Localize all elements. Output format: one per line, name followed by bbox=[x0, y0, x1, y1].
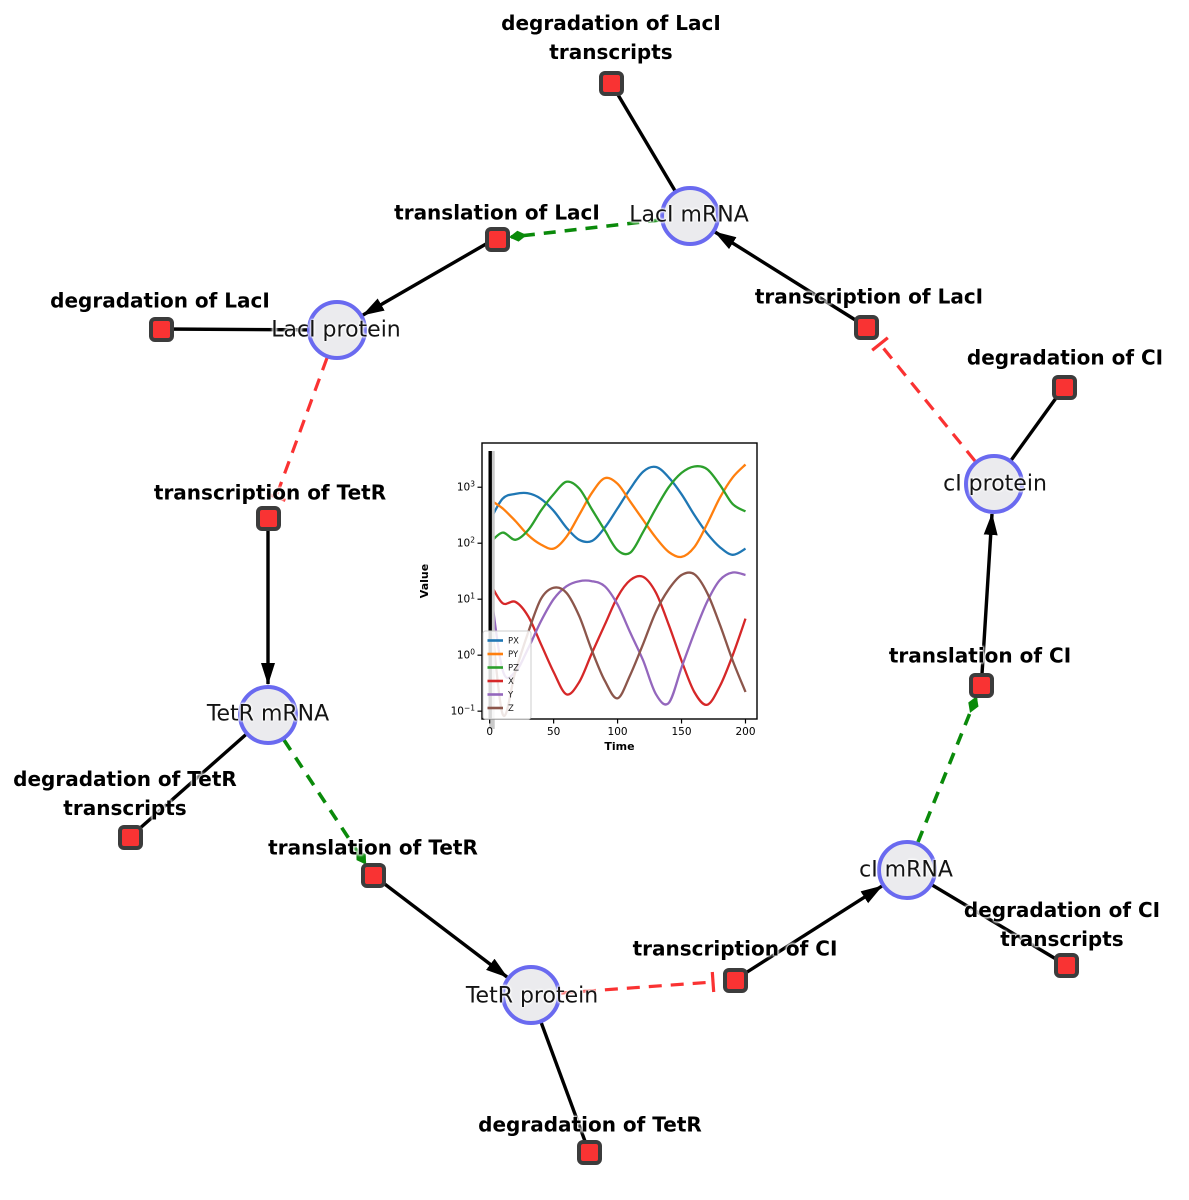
species-node-ci-protein[interactable] bbox=[964, 454, 1024, 514]
species-node-laci-protein[interactable] bbox=[307, 300, 367, 360]
edge-ci-mrna--translation-of-ci bbox=[916, 696, 979, 843]
legend-label-Y: Y bbox=[507, 691, 514, 701]
legend-box bbox=[482, 630, 532, 720]
edge-transcription-of-ci--ci-mrna bbox=[743, 884, 883, 976]
reaction-node-degradation-of-tetr[interactable] bbox=[576, 1139, 602, 1165]
reaction-node-translation-of-laci[interactable] bbox=[484, 226, 510, 252]
x-tick-label: 100 bbox=[608, 726, 628, 738]
edge-ci-protein--transcription-of-laci bbox=[878, 342, 977, 463]
species-node-laci-mrna[interactable] bbox=[660, 186, 720, 246]
x-tick-label: 0 bbox=[486, 726, 493, 738]
y-tick-label: 101 bbox=[457, 592, 475, 606]
reaction-node-degradation-of-tetr-transcripts[interactable] bbox=[117, 824, 143, 850]
inhibition-tbar-tetr-protein--transcription-of-ci bbox=[710, 971, 716, 993]
species-node-tetr-protein[interactable] bbox=[501, 965, 561, 1025]
y-tick-label: 103 bbox=[457, 480, 475, 494]
reaction-node-degradation-of-laci[interactable] bbox=[148, 316, 174, 342]
inset-time-series-chart: 0 50 100 150 200 10−1 100 101 102 103 Time Value PX P… bbox=[415, 435, 775, 770]
edge-laci-protein--transcription-of-tetr bbox=[274, 357, 329, 498]
species-node-ci-mrna[interactable] bbox=[877, 840, 937, 900]
legend-label-Z: Z bbox=[508, 704, 514, 714]
reaction-node-degradation-of-ci-transcripts[interactable] bbox=[1053, 952, 1079, 978]
legend-label-X: X bbox=[508, 677, 514, 687]
inhibition-tbar-laci-protein--transcription-of-tetr bbox=[266, 492, 286, 502]
edge-translation-of-ci--ci-protein bbox=[980, 513, 998, 675]
legend-label-PY: PY bbox=[508, 650, 519, 660]
species-node-tetr-mrna[interactable] bbox=[238, 685, 298, 745]
reaction-node-transcription-of-tetr[interactable] bbox=[255, 505, 281, 531]
edge-tetr-protein--transcription-of-ci bbox=[560, 980, 714, 995]
x-tick-label: 200 bbox=[735, 726, 755, 738]
reaction-node-transcription-of-ci[interactable] bbox=[722, 967, 748, 993]
edge-laci-mrna--translation-of-laci bbox=[509, 218, 661, 242]
edge-tetr-mrna--translation-of-tetr bbox=[282, 739, 367, 865]
edge-ci-mrna--degradation-of-ci-transcripts bbox=[906, 868, 1067, 967]
axes-spines bbox=[481, 442, 758, 720]
legend-label-PX: PX bbox=[508, 637, 519, 647]
y-tick-label: 102 bbox=[457, 536, 475, 550]
edge-transcription-of-laci--laci-mrna bbox=[714, 230, 858, 323]
y-tick-label: 10−1 bbox=[451, 704, 476, 718]
reaction-node-degradation-of-laci-transcripts[interactable] bbox=[598, 70, 624, 96]
legend-label-PZ: PZ bbox=[508, 664, 519, 674]
inhibition-tbar-ci-protein--transcription-of-laci bbox=[871, 336, 889, 352]
reaction-node-translation-of-tetr[interactable] bbox=[360, 862, 386, 888]
series-PZ bbox=[488, 465, 747, 556]
edge-translation-of-tetr--tetr-protein bbox=[380, 880, 509, 979]
edge-translation-of-laci--laci-protein bbox=[362, 242, 487, 317]
x-tick-label: 50 bbox=[547, 726, 560, 738]
y-tick-label: 100 bbox=[457, 648, 475, 662]
y-axis-label: Value bbox=[418, 564, 431, 598]
reaction-node-translation-of-ci[interactable] bbox=[968, 672, 994, 698]
series-PX bbox=[488, 465, 747, 556]
x-tick-label: 150 bbox=[672, 726, 692, 738]
series-PY bbox=[489, 463, 747, 559]
reaction-node-degradation-of-ci[interactable] bbox=[1051, 374, 1077, 400]
reaction-node-transcription-of-laci[interactable] bbox=[853, 314, 879, 340]
chart-legend: PX PY PZ XYZ bbox=[482, 630, 532, 720]
x-axis-label: Time bbox=[604, 740, 634, 753]
